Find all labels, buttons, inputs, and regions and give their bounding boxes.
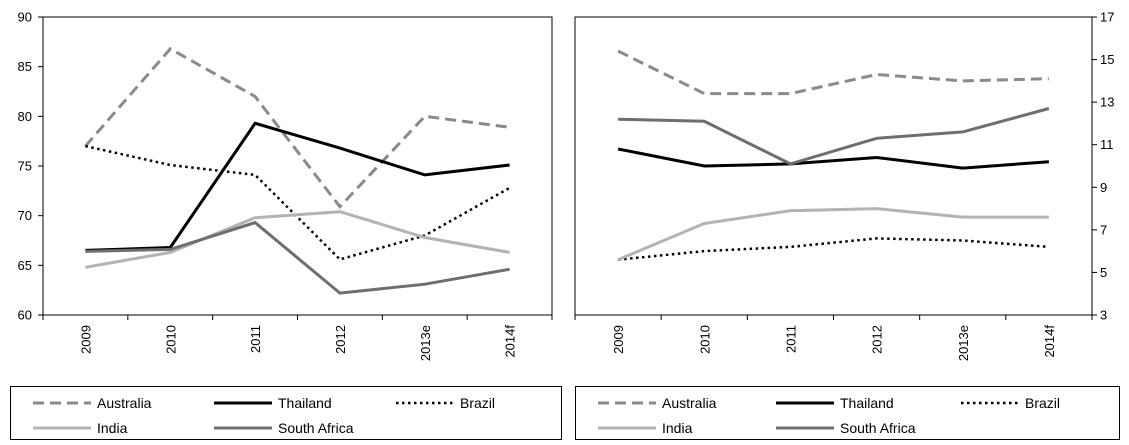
x-tick-label: 2010 (163, 325, 178, 354)
y-tick-label: 60 (18, 308, 32, 323)
y-tick-label: 65 (18, 258, 32, 273)
legend-item: South Africa (776, 419, 916, 437)
legend-item: Australia (598, 394, 716, 412)
y-tick-label: 3 (1100, 308, 1107, 323)
series-line-thailand (617, 147, 1050, 170)
y-tick-label: 75 (18, 159, 32, 174)
legend-item: Brazil (961, 394, 1060, 412)
y-tick-label: 90 (18, 10, 32, 25)
legend-swatch (214, 401, 272, 405)
legend-label: Brazil (1025, 395, 1061, 411)
y-tick-label: 5 (1100, 265, 1107, 280)
legend-swatch (776, 401, 834, 405)
series-line-thailand (85, 121, 510, 252)
legend-swatch (598, 401, 656, 405)
series-line-south-africa (618, 107, 1050, 166)
legend-swatch (961, 401, 1019, 405)
legend-item: Thailand (214, 394, 332, 412)
series-line-south-africa (85, 220, 510, 295)
series-line-india (85, 210, 510, 269)
legend-label: India (97, 420, 128, 436)
legend-swatch (598, 426, 656, 430)
plot-frame (42, 16, 553, 316)
series-line-brazil (85, 144, 511, 261)
legend-label: Thailand (278, 395, 332, 411)
y-tick-label: 9 (1100, 180, 1107, 195)
legend-label: Thailand (840, 395, 894, 411)
x-tick-label: 2010 (697, 325, 712, 354)
legend-label: Brazil (460, 395, 496, 411)
x-tick-label: 2011 (783, 325, 798, 353)
legend-label: South Africa (278, 420, 354, 436)
series-line-australia (84, 46, 510, 210)
y-tick-label: 70 (18, 208, 32, 223)
x-tick-label: 2013e (956, 325, 971, 361)
legend-item: Brazil (396, 394, 495, 412)
right-line-chart: 3 5 7 9 11 13 15 17 2009 2010 2011 2012 2013e 2014f (574, 10, 1114, 361)
y-tick-label: 17 (1100, 10, 1114, 25)
legend-swatch (776, 426, 834, 430)
y-tick-label: 7 (1100, 222, 1107, 237)
y-tick-label: 13 (1100, 95, 1114, 110)
x-tick-label: 2014f (1042, 325, 1057, 358)
x-tick-label: 2013e (418, 325, 433, 361)
legend-label: South Africa (840, 420, 916, 436)
y-tick-label: 85 (18, 59, 32, 74)
y-tick-label: 15 (1100, 52, 1114, 67)
legend-item: Australia (33, 394, 151, 412)
left-line-chart: 60 65 70 75 80 85 90 2009 2010 2011 2012 2013e 2014f (18, 10, 553, 361)
left-legend: Australia Thailand Brazil India South Af… (10, 386, 562, 440)
legend-item: India (598, 419, 692, 437)
x-tick-label: 2014f (503, 325, 518, 358)
x-tick-label: 2012 (333, 325, 348, 354)
legend-swatch (33, 401, 91, 405)
series-line-brazil (617, 237, 1049, 261)
legend-label: India (662, 420, 693, 436)
legend-item: India (33, 419, 127, 437)
x-tick-label: 2009 (78, 325, 93, 354)
x-tick-label: 2009 (611, 325, 626, 354)
right-legend: Australia Thailand Brazil India South Af… (575, 386, 1120, 440)
legend-label: Australia (662, 395, 717, 411)
legend-label: Australia (97, 395, 152, 411)
y-tick-label: 11 (1100, 137, 1114, 152)
legend-item: Thailand (776, 394, 894, 412)
series-line-australia (617, 49, 1049, 96)
plot-frame (574, 16, 1093, 316)
legend-item: South Africa (214, 419, 354, 437)
legend-swatch (214, 426, 272, 430)
x-tick-label: 2012 (870, 325, 885, 354)
y-tick-label: 80 (18, 109, 32, 124)
series-line-india (617, 207, 1049, 262)
x-tick-label: 2011 (248, 325, 263, 353)
legend-swatch (396, 401, 454, 405)
legend-swatch (33, 426, 91, 430)
